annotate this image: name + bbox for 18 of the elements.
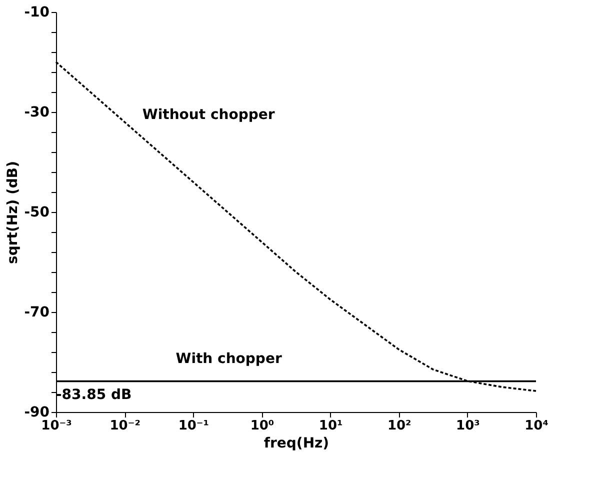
x-tick-label: 10¹ bbox=[318, 418, 343, 434]
annotation: Without chopper bbox=[142, 107, 275, 123]
y-tick-label: -30 bbox=[24, 104, 50, 120]
y-tick-label: -90 bbox=[24, 404, 50, 420]
x-tick-label: 10⁻² bbox=[110, 418, 140, 434]
annotation: -83.85 dB bbox=[56, 387, 132, 403]
y-tick-label: -10 bbox=[24, 4, 50, 20]
x-tick-label: 10⁴ bbox=[524, 418, 549, 434]
y-axis-title: sqrt(Hz) (dB) bbox=[5, 161, 22, 264]
x-tick-label: 10⁰ bbox=[250, 418, 274, 434]
y-tick-label: -50 bbox=[24, 204, 50, 220]
x-tick-label: 10⁻³ bbox=[41, 418, 72, 434]
x-tick-label: 10³ bbox=[456, 418, 480, 434]
x-tick-label: 10² bbox=[387, 418, 412, 434]
annotation: With chopper bbox=[176, 351, 282, 367]
x-axis-title: freq(Hz) bbox=[264, 436, 330, 452]
y-tick-label: -70 bbox=[24, 304, 50, 320]
x-tick-label: 10⁻¹ bbox=[178, 418, 209, 434]
